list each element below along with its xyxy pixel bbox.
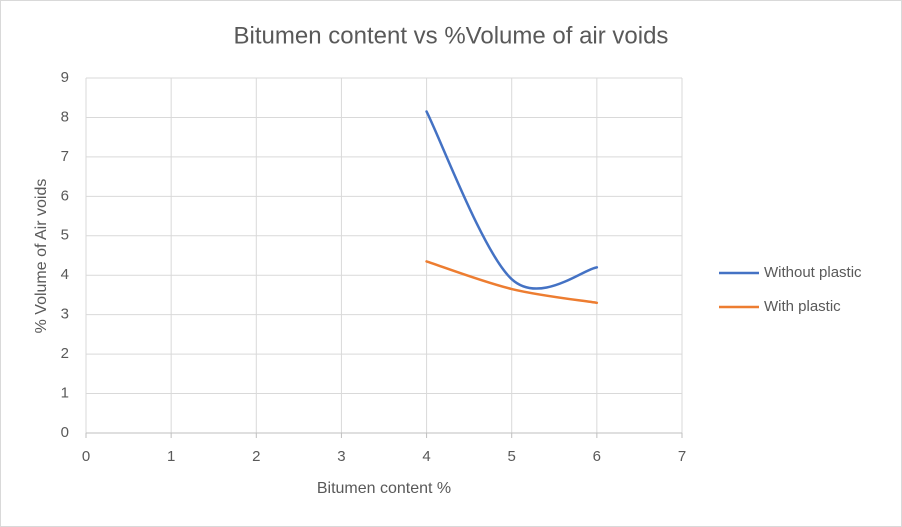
series-line	[425, 260, 599, 305]
x-tick-label: 5	[508, 448, 516, 465]
chart-title: Bitumen content vs %Volume of air voids	[234, 22, 669, 49]
y-tick-label: 1	[61, 385, 69, 402]
series-line	[425, 110, 599, 290]
y-tick-label: 3	[61, 306, 69, 323]
x-tick-label: 7	[678, 448, 686, 465]
x-tick-label: 4	[422, 448, 430, 465]
y-tick-label: 4	[61, 266, 69, 283]
y-tick-label: 0	[61, 424, 69, 441]
y-tick-label: 2	[61, 345, 69, 362]
x-axis-label: Bitumen content %	[317, 480, 451, 497]
y-tick-label: 6	[61, 187, 69, 204]
y-tick-label: 9	[61, 69, 69, 86]
x-tick-label: 6	[593, 448, 601, 465]
legend-label: Without plastic	[764, 264, 862, 281]
y-tick-label: 7	[61, 148, 69, 165]
legend-label: With plastic	[764, 298, 841, 315]
x-tick-label: 2	[252, 448, 260, 465]
x-tick-label: 1	[167, 448, 175, 465]
x-tick-label: 0	[82, 448, 90, 465]
y-tick-label: 5	[61, 227, 69, 244]
y-tick-label: 8	[61, 108, 69, 125]
y-axis-label: % Volume of Air voids	[33, 179, 50, 334]
x-tick-label: 3	[337, 448, 345, 465]
